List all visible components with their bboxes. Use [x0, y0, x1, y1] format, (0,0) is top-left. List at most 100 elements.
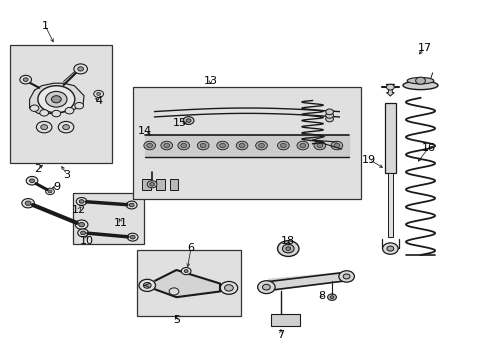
Text: 7: 7 — [277, 330, 284, 341]
Circle shape — [51, 96, 61, 103]
Text: 19: 19 — [361, 156, 375, 165]
Circle shape — [325, 113, 333, 118]
Circle shape — [277, 141, 288, 150]
Circle shape — [20, 75, 31, 84]
Circle shape — [316, 143, 322, 148]
Circle shape — [30, 105, 39, 111]
Circle shape — [94, 90, 103, 98]
Circle shape — [48, 190, 52, 193]
Text: 11: 11 — [113, 218, 127, 228]
Text: 14: 14 — [138, 126, 152, 136]
Circle shape — [22, 199, 34, 208]
Text: 5: 5 — [173, 315, 180, 325]
Circle shape — [285, 247, 290, 250]
Circle shape — [139, 279, 155, 292]
Circle shape — [186, 119, 191, 122]
Circle shape — [143, 283, 151, 288]
Circle shape — [277, 241, 298, 256]
Circle shape — [76, 198, 87, 205]
Circle shape — [41, 125, 47, 130]
Circle shape — [146, 143, 152, 148]
Circle shape — [330, 141, 342, 150]
Circle shape — [255, 141, 267, 150]
Circle shape — [149, 183, 154, 186]
Bar — [136, 249, 240, 316]
Text: 8: 8 — [318, 291, 325, 301]
Bar — [384, 103, 395, 173]
Circle shape — [45, 188, 54, 195]
Circle shape — [36, 121, 52, 133]
Bar — [271, 314, 300, 327]
Text: 10: 10 — [80, 236, 93, 246]
Circle shape — [181, 143, 186, 148]
Circle shape — [79, 222, 84, 227]
Ellipse shape — [407, 77, 433, 84]
Circle shape — [169, 288, 179, 295]
Circle shape — [197, 141, 208, 150]
Bar — [387, 173, 392, 237]
Circle shape — [52, 111, 61, 117]
Circle shape — [75, 220, 88, 229]
Circle shape — [299, 143, 305, 148]
Circle shape — [386, 246, 393, 251]
Bar — [156, 179, 164, 190]
Bar — [169, 179, 178, 190]
Circle shape — [78, 229, 88, 237]
Circle shape — [163, 143, 169, 148]
Circle shape — [216, 141, 228, 150]
Circle shape — [184, 270, 188, 273]
Text: 12: 12 — [72, 205, 86, 215]
Bar — [10, 45, 112, 163]
FancyArrow shape — [386, 87, 393, 96]
Circle shape — [127, 233, 138, 241]
Circle shape — [415, 77, 425, 84]
Circle shape — [79, 200, 84, 203]
Ellipse shape — [402, 81, 437, 90]
Circle shape — [147, 181, 157, 188]
Circle shape — [25, 201, 31, 205]
Bar — [142, 179, 151, 190]
Circle shape — [313, 141, 325, 150]
Circle shape — [219, 143, 225, 148]
Circle shape — [220, 282, 237, 294]
Circle shape — [181, 267, 191, 275]
Circle shape — [338, 271, 354, 282]
Circle shape — [130, 235, 135, 239]
Circle shape — [23, 78, 28, 81]
Circle shape — [129, 203, 134, 207]
Circle shape — [74, 64, 87, 74]
Text: 2: 2 — [34, 164, 41, 174]
Text: 18: 18 — [281, 236, 295, 246]
Circle shape — [40, 110, 48, 116]
Circle shape — [58, 121, 74, 133]
Circle shape — [38, 86, 75, 113]
Bar — [73, 193, 144, 244]
Circle shape — [262, 284, 270, 290]
Circle shape — [178, 141, 189, 150]
Circle shape — [81, 231, 85, 235]
Circle shape — [161, 141, 172, 150]
Circle shape — [325, 116, 333, 122]
Circle shape — [200, 143, 205, 148]
Text: 9: 9 — [54, 182, 61, 192]
Text: 6: 6 — [187, 243, 194, 253]
Circle shape — [280, 143, 286, 148]
Circle shape — [343, 274, 349, 279]
Circle shape — [386, 84, 393, 90]
Circle shape — [282, 244, 293, 253]
Polygon shape — [144, 135, 348, 157]
Circle shape — [30, 179, 34, 183]
Text: 4: 4 — [95, 96, 102, 107]
Circle shape — [62, 125, 69, 130]
Circle shape — [325, 109, 333, 115]
Circle shape — [75, 103, 83, 109]
Circle shape — [333, 143, 339, 148]
Circle shape — [183, 117, 194, 125]
Circle shape — [327, 294, 336, 300]
Polygon shape — [155, 270, 220, 297]
Text: 3: 3 — [63, 170, 70, 180]
Text: 13: 13 — [203, 76, 217, 86]
Text: 1: 1 — [41, 21, 48, 31]
Circle shape — [296, 141, 308, 150]
Circle shape — [45, 91, 67, 107]
